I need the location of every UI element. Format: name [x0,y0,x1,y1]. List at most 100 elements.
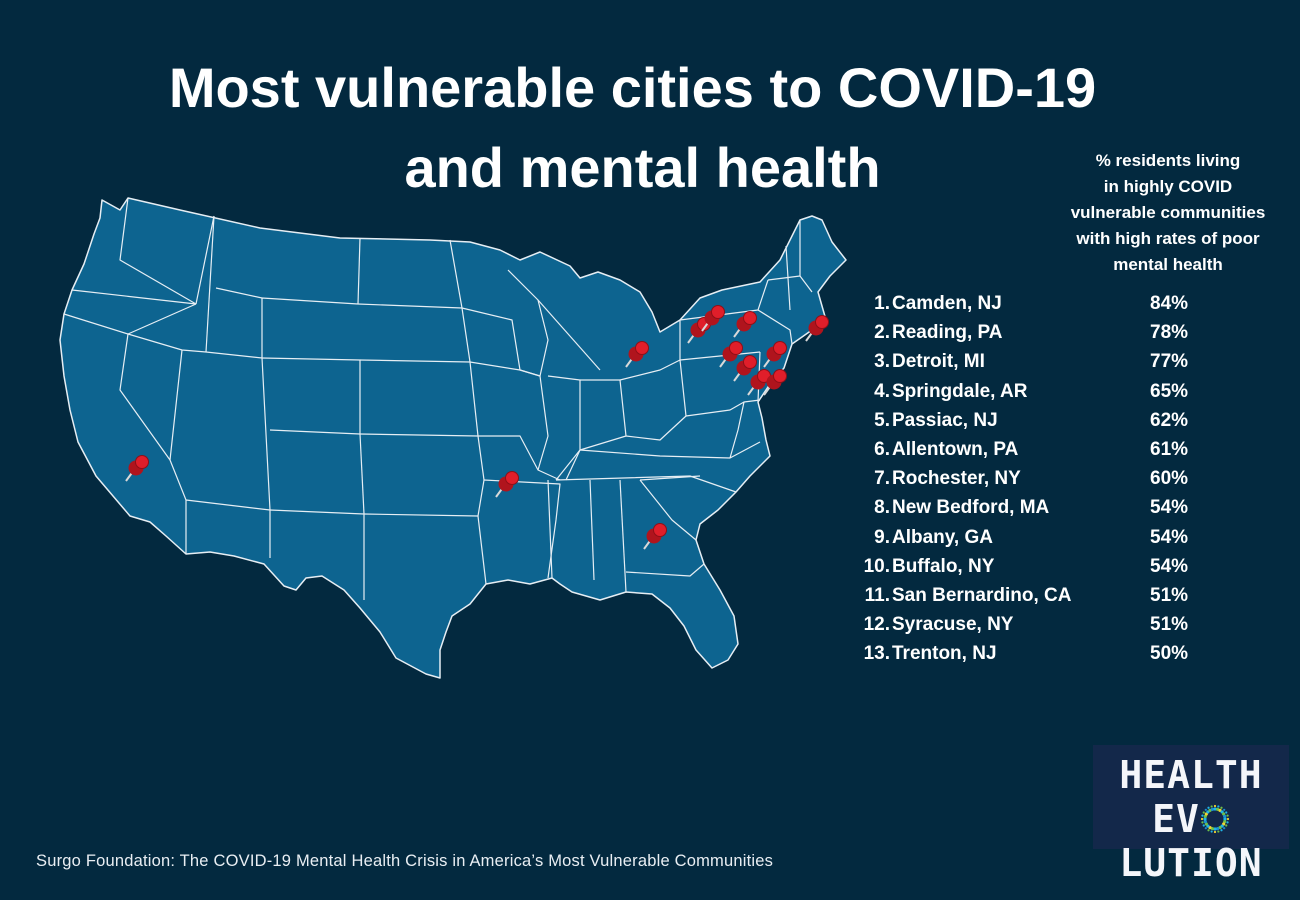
city-percent: 54% [1150,526,1189,548]
legend-heading-line: mental health [1113,255,1223,274]
starburst-dot [1204,808,1207,811]
starburst-dot [1203,816,1207,821]
city-name: Reading, PA [892,322,1003,344]
rank-number: 2. [874,322,890,344]
red-pushpin-icon [733,355,757,382]
starburst-dot [1201,814,1204,817]
city-name: San Bernardino, CA [892,584,1072,606]
starburst-dot [1225,810,1228,814]
starburst-dot [1207,828,1210,831]
health-evolution-logo: HEALTH EVLUTION [1093,745,1289,885]
starburst-dot [1220,828,1223,831]
rank-number: 5. [874,409,890,431]
legend-heading-line: with high rates of poor [1076,229,1260,248]
title-line-2: and mental health [404,136,881,199]
city-pins [125,305,829,550]
rank-number: 3. [874,351,890,373]
starburst-dot [1210,826,1214,830]
list-item: 6. Allentown, PA 61% [848,435,1228,464]
pin-head [773,369,787,383]
logo-line-2-end: LUTION [1119,841,1263,885]
list-item: 4. Springdale, AR 65% [848,377,1228,406]
list-item: 8. New Bedford, MA 54% [848,493,1228,522]
us-land [59,197,847,679]
red-pushpin-icon [625,341,649,368]
list-item: 2. Reading, PA 78% [848,318,1228,347]
list-item: 3. Detroit, MI 77% [848,347,1228,376]
pin-head [711,305,725,319]
red-pushpin-icon [763,369,787,396]
city-percent: 61% [1150,438,1189,460]
rank-number: 8. [874,497,890,519]
starburst-dot [1208,808,1212,812]
city-ranking-list: 1. Camden, NJ 84% 2. Reading, PA 78% 3. Detro… [848,289,1228,668]
city-name: Springdale, AR [892,380,1028,402]
rank-number: 1. [874,293,890,314]
starburst-dot [1217,829,1220,833]
list-item: 13. Trenton, NJ 50% [848,639,1228,668]
city-name: Albany, GA [892,526,993,548]
pin-head [635,341,649,355]
city-percent: 51% [1150,614,1189,636]
legend-heading-line: vulnerable communities [1070,203,1266,222]
logo-line-2: EVLUTION [1093,797,1289,885]
starburst-dot [1213,830,1216,833]
legend-heading-line: in highly COVID [1103,177,1233,196]
starburst-dot [1222,826,1226,829]
starburst-dot [1203,814,1207,818]
list-item: 10. Buffalo, NY 54% [848,552,1228,581]
city-percent: 54% [1150,555,1189,577]
city-percent: 51% [1150,584,1189,606]
city-percent: 65% [1150,380,1189,402]
starburst-dot [1202,810,1205,814]
city-name: Allentown, PA [892,438,1019,460]
city-percent: 84% [1150,293,1189,314]
city-percent: 60% [1150,468,1189,490]
list-item: 5. Passiac, NJ 62% [848,406,1228,435]
logo-line-1: HEALTH [1119,753,1263,797]
rank-number: 11. [864,584,890,606]
starburst-dot [1213,804,1216,807]
red-pushpin-icon [719,341,743,368]
city-percent: 78% [1150,322,1189,344]
red-pushpin-icon [687,317,711,344]
red-pushpin-icon [701,305,725,332]
starburst-dot [1226,817,1229,820]
pin-head [743,355,757,369]
city-name: Detroit, MI [892,351,985,373]
rank-number: 7. [874,468,890,490]
list-item: 1. Camden, NJ 84% [848,289,1228,318]
rank-number: 9. [874,526,890,548]
source-credit: Surgo Foundation: The COVID-19 Mental He… [36,852,774,870]
starburst-dot [1213,826,1217,831]
rank-number: 13. [863,643,890,665]
starburst-dot [1207,806,1210,809]
starburst-dot [1218,825,1222,829]
starburst-dot [1222,808,1226,811]
city-name: Camden, NJ [892,293,1002,314]
pin-head [135,455,149,469]
state-borders [63,197,813,600]
starburst-dot [1210,807,1214,811]
pin-head [653,523,667,537]
red-pushpin-icon [805,315,829,342]
legend-heading-line: % residents living [1095,151,1241,170]
list-item: 7. Rochester, NY 60% [848,464,1228,493]
city-name: Syracuse, NY [892,614,1014,636]
city-percent: 62% [1150,409,1189,431]
city-percent: 50% [1150,643,1189,665]
starburst-dot [1204,826,1207,829]
city-name: Passiac, NJ [892,409,998,431]
starburst-dot [1226,814,1229,817]
red-pushpin-icon [763,341,787,368]
red-pushpin-icon [733,311,757,338]
city-name: Buffalo, NY [892,555,995,577]
pin-head [505,471,519,485]
city-percent: 77% [1150,351,1189,373]
starburst-dot [1201,820,1204,823]
starburst-dot [1210,804,1213,808]
starburst-dot [1222,814,1227,818]
starburst-dot [1215,807,1220,811]
pin-head [743,311,757,325]
list-item: 12. Syracuse, NY 51% [848,610,1228,639]
